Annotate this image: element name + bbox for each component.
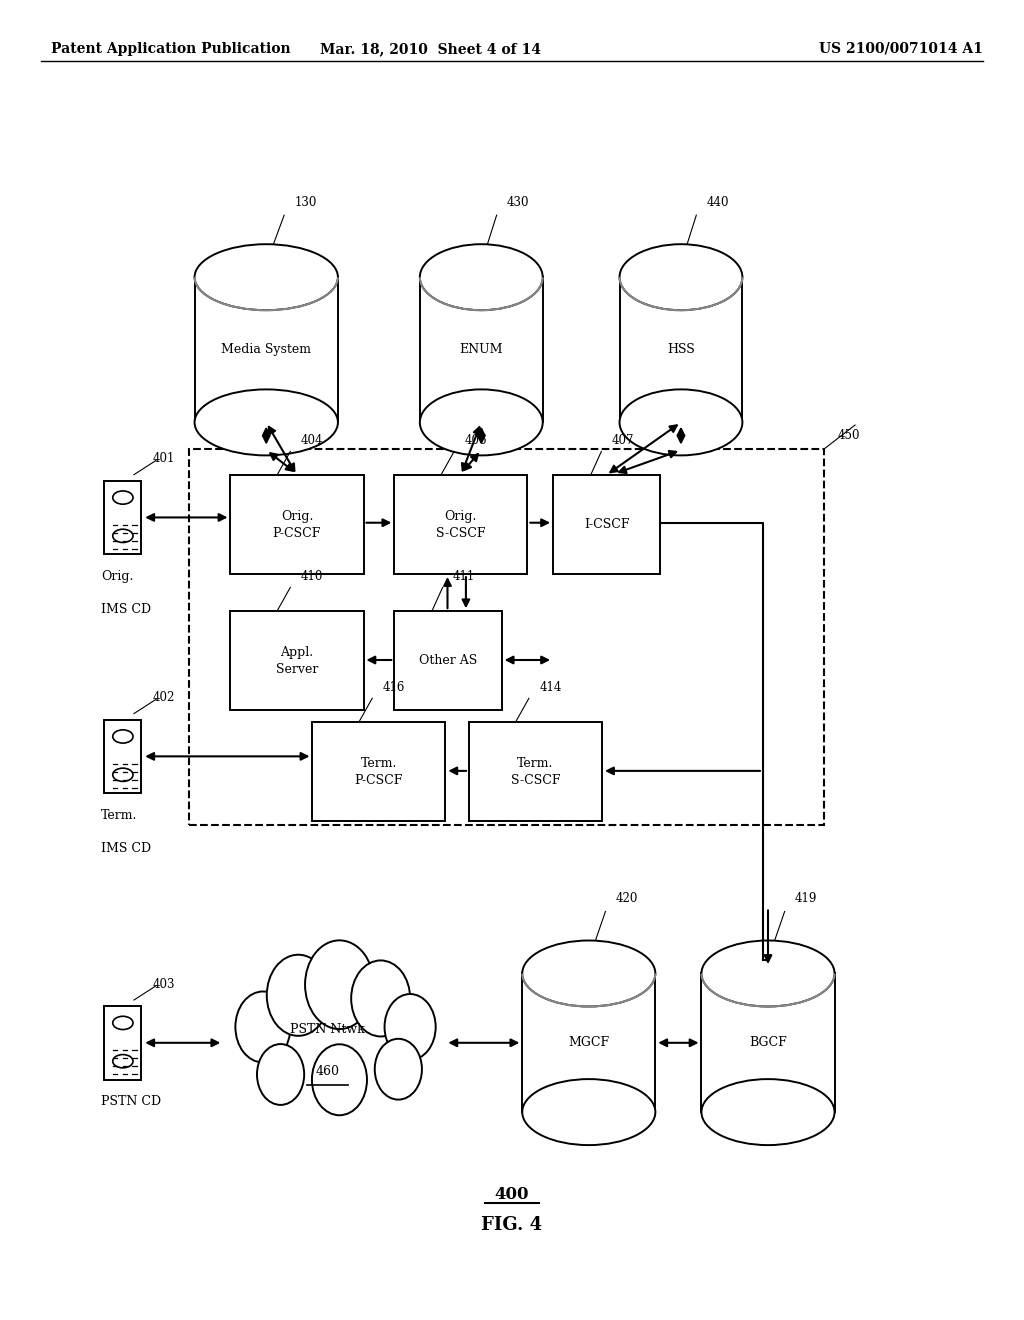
Text: I-CSCF: I-CSCF <box>584 519 630 531</box>
Bar <box>104 1006 141 1080</box>
Ellipse shape <box>113 1016 133 1030</box>
Text: 460: 460 <box>315 1065 340 1078</box>
Bar <box>189 449 824 825</box>
Bar <box>195 277 338 422</box>
Text: 410: 410 <box>301 570 323 583</box>
Text: US 2100/0071014 A1: US 2100/0071014 A1 <box>819 42 983 55</box>
Text: FIG. 4: FIG. 4 <box>481 1216 543 1234</box>
Bar <box>701 974 835 1111</box>
Bar <box>469 722 602 821</box>
Bar <box>230 475 364 574</box>
Bar <box>104 719 141 793</box>
Text: 130: 130 <box>295 195 316 209</box>
Text: Orig.: Orig. <box>100 570 133 582</box>
Ellipse shape <box>420 244 543 310</box>
Text: PSTN CD: PSTN CD <box>100 1096 161 1107</box>
Text: 419: 419 <box>795 892 817 906</box>
Bar <box>553 475 660 574</box>
Text: 407: 407 <box>611 434 634 447</box>
Circle shape <box>385 994 435 1060</box>
Circle shape <box>375 1039 422 1100</box>
Text: 430: 430 <box>507 195 529 209</box>
Bar <box>230 611 364 710</box>
Text: Appl.
Server: Appl. Server <box>275 645 318 676</box>
Text: 414: 414 <box>540 681 561 694</box>
Bar <box>620 277 742 422</box>
Bar <box>522 974 655 1111</box>
Ellipse shape <box>113 491 133 504</box>
Text: 416: 416 <box>383 681 404 694</box>
Text: MGCF: MGCF <box>568 1036 609 1049</box>
Bar <box>420 277 543 422</box>
Bar <box>394 611 502 710</box>
Text: 420: 420 <box>615 892 638 906</box>
Bar <box>104 480 141 554</box>
Text: BGCF: BGCF <box>750 1036 786 1049</box>
Ellipse shape <box>195 389 338 455</box>
Ellipse shape <box>620 244 742 310</box>
Ellipse shape <box>522 1080 655 1144</box>
Text: 401: 401 <box>153 453 175 465</box>
Text: 400: 400 <box>495 1187 529 1203</box>
Text: PSTN Ntwk: PSTN Ntwk <box>291 1023 365 1036</box>
Text: IMS CD: IMS CD <box>100 842 151 854</box>
Circle shape <box>236 991 291 1063</box>
Circle shape <box>257 1044 304 1105</box>
Text: Orig.
S-CSCF: Orig. S-CSCF <box>436 510 485 540</box>
Text: HSS: HSS <box>667 343 695 356</box>
Text: Other AS: Other AS <box>419 655 477 667</box>
Bar <box>394 475 527 574</box>
Ellipse shape <box>701 1080 835 1144</box>
Text: Mar. 18, 2010  Sheet 4 of 14: Mar. 18, 2010 Sheet 4 of 14 <box>319 42 541 55</box>
Ellipse shape <box>113 730 133 743</box>
Circle shape <box>312 1044 367 1115</box>
Text: IMS CD: IMS CD <box>100 603 151 615</box>
Bar <box>116 1023 130 1055</box>
Ellipse shape <box>620 389 742 455</box>
Text: 440: 440 <box>707 195 729 209</box>
Circle shape <box>305 940 374 1030</box>
Ellipse shape <box>195 244 338 310</box>
Text: ENUM: ENUM <box>460 343 503 356</box>
Circle shape <box>267 954 330 1036</box>
Text: 450: 450 <box>838 429 860 442</box>
Ellipse shape <box>113 529 133 543</box>
Ellipse shape <box>113 768 133 781</box>
Text: 404: 404 <box>301 434 323 447</box>
Text: 403: 403 <box>153 978 175 990</box>
Bar <box>116 737 130 768</box>
Text: 406: 406 <box>465 434 486 447</box>
Text: 402: 402 <box>153 692 175 704</box>
Circle shape <box>351 961 411 1036</box>
Text: Term.
S-CSCF: Term. S-CSCF <box>511 756 560 787</box>
Text: Term.: Term. <box>100 809 137 821</box>
Text: 411: 411 <box>453 570 475 583</box>
Text: Orig.
P-CSCF: Orig. P-CSCF <box>272 510 322 540</box>
Text: Patent Application Publication: Patent Application Publication <box>51 42 291 55</box>
Text: Term.
P-CSCF: Term. P-CSCF <box>354 756 403 787</box>
Ellipse shape <box>522 940 655 1006</box>
Ellipse shape <box>420 389 543 455</box>
Ellipse shape <box>701 940 835 1006</box>
Ellipse shape <box>113 1055 133 1068</box>
Text: Media System: Media System <box>221 343 311 356</box>
Bar <box>312 722 445 821</box>
Bar <box>116 498 130 529</box>
